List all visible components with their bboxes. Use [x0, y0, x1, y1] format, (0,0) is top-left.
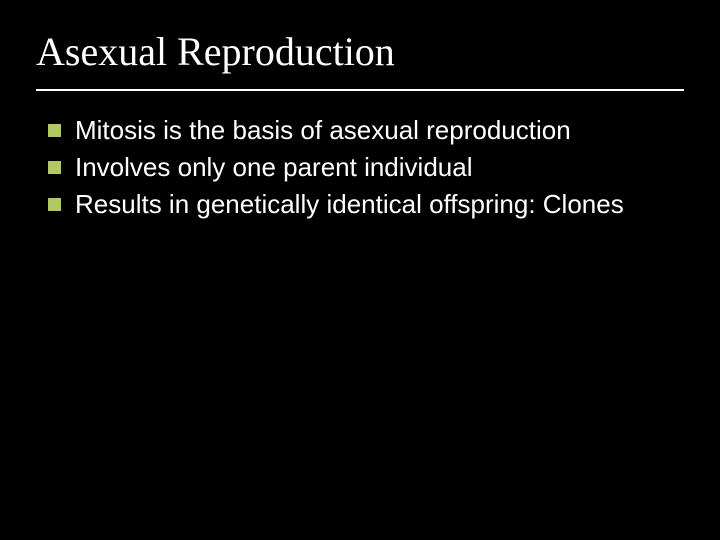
square-bullet-icon — [48, 161, 61, 174]
list-item: Involves only one parent individual — [36, 150, 684, 185]
bullet-text: Involves only one parent individual — [75, 150, 684, 185]
bullet-text: Mitosis is the basis of asexual reproduc… — [75, 113, 684, 148]
slide-title: Asexual Reproduction — [36, 28, 684, 91]
slide: Asexual Reproduction Mitosis is the basi… — [0, 0, 720, 540]
list-item: Mitosis is the basis of asexual reproduc… — [36, 113, 684, 148]
list-item: Results in genetically identical offspri… — [36, 187, 684, 222]
square-bullet-icon — [48, 124, 61, 137]
bullet-text: Results in genetically identical offspri… — [75, 187, 684, 222]
bullet-list: Mitosis is the basis of asexual reproduc… — [36, 113, 684, 222]
square-bullet-icon — [48, 198, 61, 211]
